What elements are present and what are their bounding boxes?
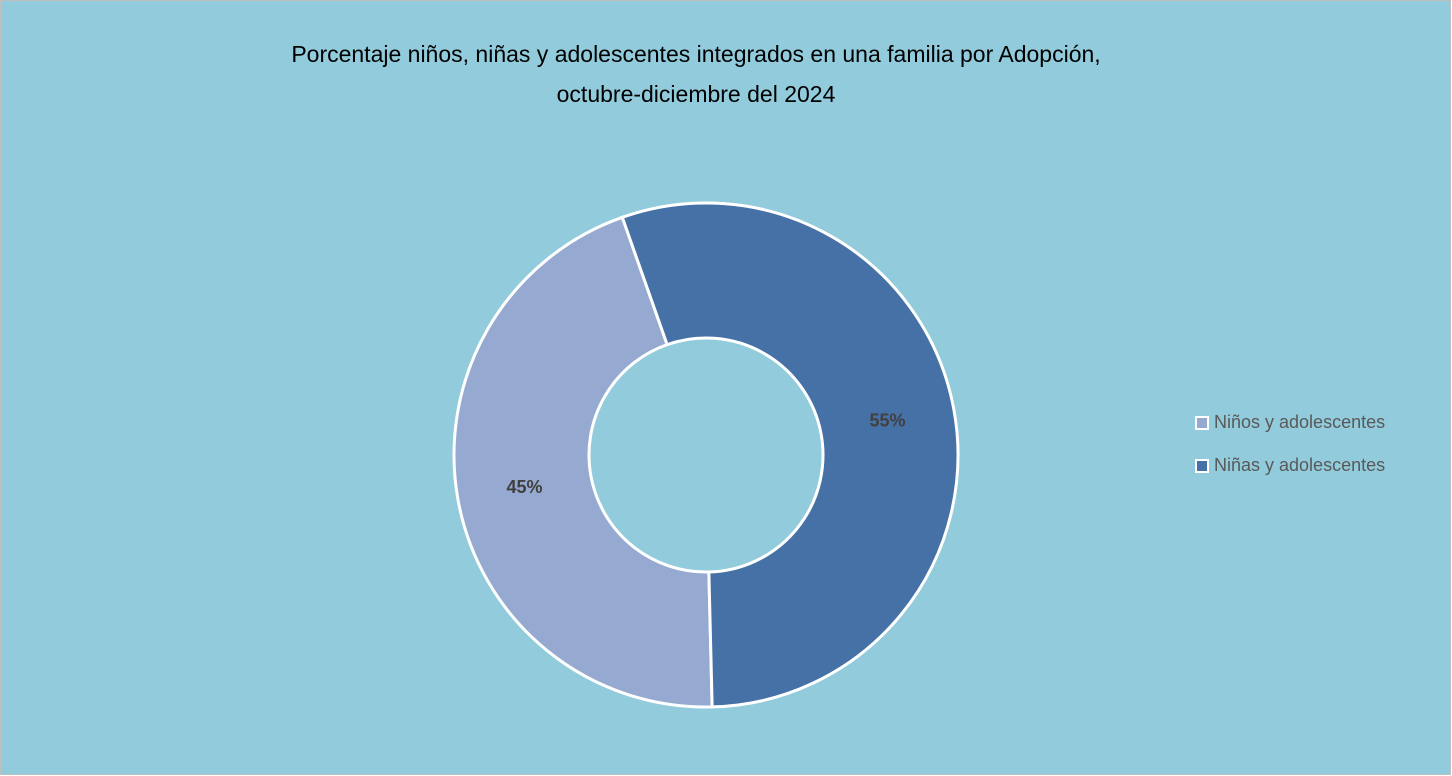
legend-swatch [1195, 459, 1209, 473]
legend-swatch [1195, 416, 1209, 430]
data-label: 55% [869, 410, 905, 430]
legend-label: Niñas y adolescentes [1214, 455, 1385, 475]
legend-label: Niños y adolescentes [1214, 412, 1385, 432]
chart-title: octubre-diciembre del 2024 [557, 81, 836, 107]
donut-slice [620, 201, 960, 709]
chart-title: Porcentaje niños, niñas y adolescentes i… [291, 41, 1100, 67]
donut-slice [452, 215, 714, 709]
data-label: 45% [507, 477, 543, 497]
